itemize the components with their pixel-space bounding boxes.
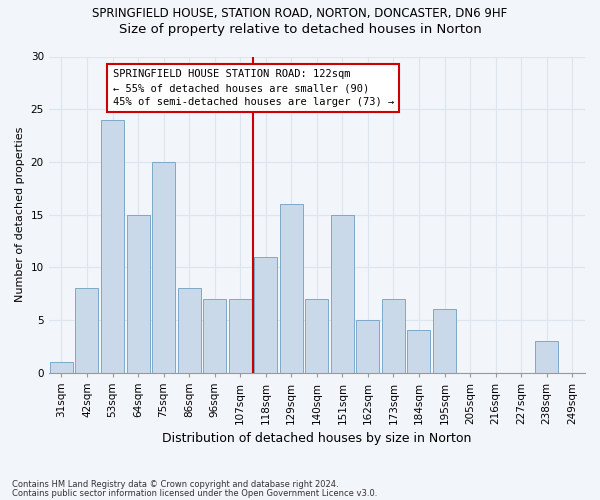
- Bar: [50, 362, 73, 372]
- Text: SPRINGFIELD HOUSE, STATION ROAD, NORTON, DONCASTER, DN6 9HF: SPRINGFIELD HOUSE, STATION ROAD, NORTON,…: [92, 8, 508, 20]
- Bar: [356, 320, 379, 372]
- Bar: [254, 256, 277, 372]
- Bar: [382, 299, 405, 372]
- Text: Contains HM Land Registry data © Crown copyright and database right 2024.: Contains HM Land Registry data © Crown c…: [12, 480, 338, 489]
- Bar: [229, 299, 252, 372]
- Bar: [101, 120, 124, 372]
- Bar: [152, 162, 175, 372]
- Bar: [127, 214, 149, 372]
- Bar: [433, 310, 456, 372]
- Text: SPRINGFIELD HOUSE STATION ROAD: 122sqm
← 55% of detached houses are smaller (90): SPRINGFIELD HOUSE STATION ROAD: 122sqm ←…: [113, 69, 394, 107]
- Bar: [203, 299, 226, 372]
- Bar: [407, 330, 430, 372]
- Text: Size of property relative to detached houses in Norton: Size of property relative to detached ho…: [119, 22, 481, 36]
- Y-axis label: Number of detached properties: Number of detached properties: [15, 127, 25, 302]
- Bar: [76, 288, 98, 372]
- Bar: [331, 214, 354, 372]
- Bar: [280, 204, 303, 372]
- Bar: [535, 341, 558, 372]
- X-axis label: Distribution of detached houses by size in Norton: Distribution of detached houses by size …: [162, 432, 472, 445]
- Bar: [178, 288, 200, 372]
- Text: Contains public sector information licensed under the Open Government Licence v3: Contains public sector information licen…: [12, 488, 377, 498]
- Bar: [305, 299, 328, 372]
